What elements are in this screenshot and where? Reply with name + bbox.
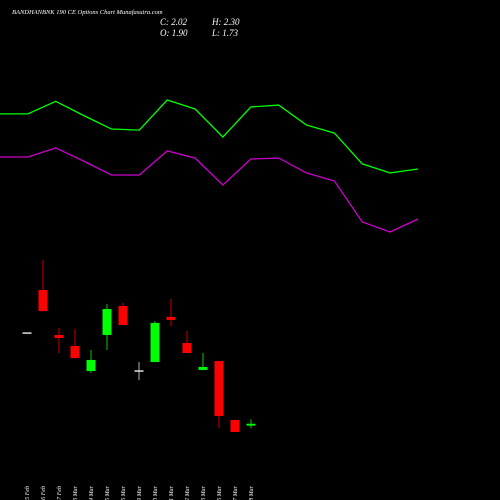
high-label: H: 2.30: [211, 17, 240, 27]
x-tick-label: 04 Mar: [88, 485, 95, 500]
candle-body: [70, 346, 80, 359]
candle-body: [38, 290, 48, 312]
x-tick-label: 10 Mar: [153, 485, 159, 500]
candle-body: [150, 322, 160, 363]
x-tick-label: 09 Mar: [137, 485, 143, 500]
x-tick-label: 26 Feb: [41, 486, 47, 500]
x-tick-label: 13 Mar: [201, 485, 207, 500]
chart-title: BANDHANBNK 190 CE Options Chart Munafasu…: [12, 9, 163, 16]
x-tick-label: 05 Mar: [105, 485, 111, 500]
candle-body: [118, 306, 128, 325]
low-label: L: 1.73: [211, 28, 239, 38]
candle-body: [54, 334, 64, 338]
x-tick-label: 16 Mar: [217, 485, 223, 500]
x-tick-label: 25 Feb: [25, 486, 31, 500]
indicator-line: [0, 147, 419, 233]
x-tick-label: 12 Mar: [185, 485, 191, 500]
x-tick-label: 27 Feb: [57, 486, 63, 500]
candle-body: [134, 370, 144, 372]
candle-body: [22, 332, 32, 334]
x-tick-label: 03 Mar: [73, 485, 79, 500]
candle-body: [246, 423, 256, 426]
x-tick-label: 18 Mar: [249, 485, 255, 500]
open-label: O: 1.90: [160, 28, 188, 38]
candle-body: [166, 316, 176, 320]
candle-body: [214, 361, 224, 416]
x-tick-label: 06 Mar: [121, 485, 127, 500]
x-tick-label: 17 Mar: [233, 485, 239, 500]
candle-body: [182, 343, 192, 354]
candle-body: [86, 359, 96, 372]
close-label: C: 2.02: [160, 17, 188, 27]
x-tick-label: 11 Mar: [169, 485, 175, 500]
candle-body: [230, 419, 240, 432]
indicator-line: [0, 99, 419, 174]
candle-body: [102, 309, 112, 335]
candle-body: [198, 366, 208, 370]
